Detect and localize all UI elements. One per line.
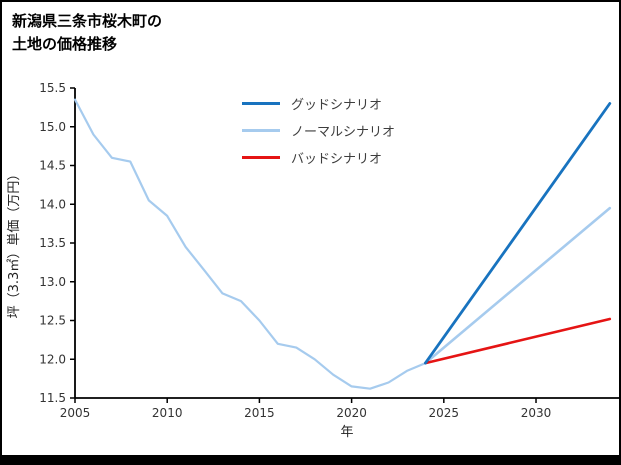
y-tick-label: 13.0 [39,275,66,289]
x-axis-title: 年 [340,425,353,440]
y-tick-label: 14.0 [39,197,66,211]
legend-item-good: グッドシナリオ [242,90,395,117]
series-line-バッドシナリオ [424,317,612,365]
legend: グッドシナリオ ノーマルシナリオ バッドシナリオ [242,90,395,171]
series-line-グッドシナリオ [423,102,612,365]
y-tick-label: 15.5 [39,81,66,95]
y-tick-label: 14.5 [39,159,66,173]
chart-title-line2: 土地の価格推移 [12,34,118,53]
legend-label-good: グッドシナリオ [291,98,383,113]
x-tick-label: 2015 [244,406,275,420]
x-tick-label: 2025 [429,406,460,420]
y-tick-label: 11.5 [39,391,66,405]
x-tick-label: 2030 [521,406,552,420]
x-tick-label: 2005 [60,406,91,420]
bad-scenario-line-swatch [242,156,280,159]
y-axis-title: 坪（3.3㎡）単価（万円） [6,168,22,319]
normal-scenario-line-swatch [242,129,280,132]
chart-title: 新潟県三条市桜木町の 土地の価格推移 [12,10,162,55]
series-line-price-history [73,98,427,390]
x-tick-label: 2020 [336,406,367,420]
legend-label-normal: ノーマルシナリオ [291,125,396,140]
legend-item-bad: バッドシナリオ [242,144,395,171]
y-tick-label: 12.0 [39,352,66,366]
series-line-ノーマルシナリオ [424,206,612,365]
bottom-black-bar [2,455,619,463]
chart-title-line1: 新潟県三条市桜木町の [12,12,163,30]
y-tick-label: 13.5 [39,236,66,250]
x-tick-label: 2010 [152,406,183,420]
y-tick-label: 15.0 [39,120,66,134]
y-tick-label: 12.5 [39,314,66,328]
good-scenario-line-swatch [242,102,280,105]
legend-item-normal: ノーマルシナリオ [242,117,395,144]
legend-label-bad: バッドシナリオ [291,152,383,167]
